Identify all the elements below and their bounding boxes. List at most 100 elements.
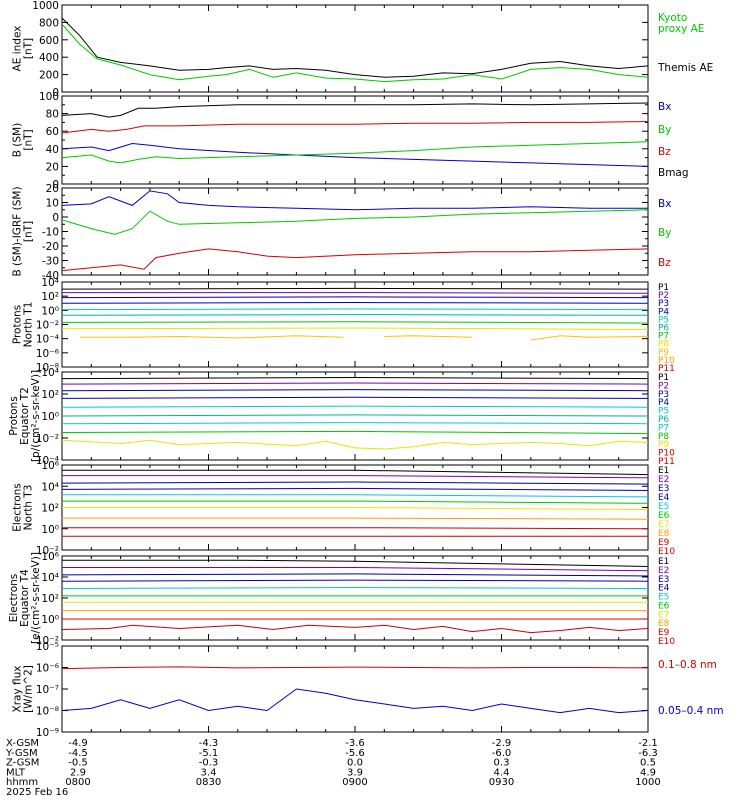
y-tick-label: 10⁻⁶: [36, 348, 59, 360]
y-tick-label: 60: [46, 126, 59, 138]
legend-label: E10: [658, 547, 675, 557]
series-line-p6: [62, 314, 648, 316]
y-axis-label: Electrons: [12, 483, 24, 532]
y-tick-label: 600: [39, 35, 59, 47]
legend-label: P5: [658, 315, 669, 325]
series-line-p7: [62, 321, 648, 324]
y-tick-label: 10⁰: [41, 614, 59, 626]
x-axis-value: 2.9: [70, 767, 86, 778]
legend-label: E2: [658, 475, 669, 485]
y-tick-label: 10⁴: [41, 277, 59, 289]
y-tick-label: 10⁻²: [36, 320, 59, 332]
series-line-p4: [62, 396, 648, 399]
panel-3: -40 -30 -20 -10 0 10 20 B (SM)-IGRF (SM) [nT] Bx B…: [12, 183, 672, 282]
x-axis-value: 1000: [635, 777, 660, 788]
y-tick-label: -30: [42, 256, 59, 268]
series-line-by: [62, 141, 648, 164]
legend-label: P1: [658, 373, 669, 383]
y-tick-label: 0: [52, 179, 59, 191]
x-axis-row-label: Z-GSM: [6, 758, 39, 769]
y-tick-label: 10⁻⁸: [36, 706, 59, 718]
legend-label: E4: [658, 493, 670, 503]
y-tick-label: 10⁻⁶: [36, 663, 59, 675]
legend-label: P9: [658, 440, 669, 450]
series-line-e7: [62, 507, 648, 511]
series-line-0-05-0-4-nm: [62, 688, 648, 714]
legend-label: E5: [658, 502, 669, 512]
legend-label: P6: [658, 324, 669, 334]
x-axis-date: 2025 Feb 16: [6, 787, 68, 798]
legend-label: P6: [658, 415, 669, 425]
y-tick-label: 10⁻²: [36, 433, 59, 445]
legend-label: E2: [658, 566, 669, 576]
x-axis-value: -6.0: [492, 748, 512, 759]
y-tick-label: 10²: [41, 503, 59, 515]
legend-label: P11: [658, 457, 675, 467]
legend-label: E9: [658, 628, 670, 638]
y-tick-label: 10⁶: [41, 551, 59, 563]
legend-label: E6: [658, 601, 670, 611]
legend-label: By: [658, 124, 671, 136]
panel-1: 0 200 400 600 800 1000 AE index [nT] Kyotoproxy …: [12, 0, 714, 99]
series-line-e8: [62, 517, 648, 520]
y-tick-label: 10⁶: [41, 460, 59, 472]
legend-label: Bmag: [658, 167, 689, 179]
legend-label: E3: [658, 575, 669, 585]
legend-label: P9: [658, 348, 669, 358]
panel-5: 10⁻⁴ 10⁻² 10⁰ 10² 10⁴ Protons Equator T2 [p/(cm…: [8, 367, 675, 467]
series-line-p4: [62, 301, 648, 304]
y-tick-label: -10: [42, 227, 59, 239]
x-axis-row-label: Y-GSM: [5, 748, 38, 759]
x-axis-row-label: hhmm: [6, 777, 38, 788]
series-line-e9: [62, 527, 648, 530]
legend-label: P8: [658, 340, 669, 350]
y-axis-label: Protons: [12, 305, 24, 344]
y-tick-label: 10⁴: [41, 481, 59, 493]
series-line-by: [62, 209, 648, 235]
legend-label: P3: [658, 390, 669, 400]
series-line-p3: [62, 389, 648, 392]
y-axis-label: B (SM)-IGRF (SM): [12, 186, 24, 276]
legend-label: P2: [658, 291, 669, 301]
x-axis-value: -2.9: [492, 738, 512, 749]
series-line-bz: [62, 121, 648, 134]
x-axis-value: -5.6: [345, 748, 365, 759]
y-tick-label: 10⁻⁹: [36, 727, 59, 739]
x-axis-value: 3.9: [347, 767, 363, 778]
y-tick-label: 10⁻⁵: [36, 641, 59, 653]
y-tick-label: 10⁰: [41, 411, 59, 423]
legend-label: Kyoto: [658, 12, 687, 24]
panel-frame: [61, 95, 649, 185]
x-axis-value: -4.9: [68, 738, 88, 749]
x-axis-value: 0800: [65, 777, 90, 788]
y-tick-label: 20: [46, 161, 59, 173]
series-line-p5: [62, 308, 648, 311]
legend-label: P11: [658, 364, 675, 374]
y-tick-label: 10⁴: [41, 572, 59, 584]
series-line-p8: [62, 327, 648, 330]
x-axis-row-label: MLT: [6, 767, 26, 778]
series-line-bx: [62, 142, 648, 167]
x-axis-value: -0.5: [68, 758, 88, 769]
y-axis-label: North T3: [23, 485, 35, 531]
legend-label: E1: [658, 466, 669, 476]
series-line-p1: [62, 287, 648, 290]
y-tick-label: 20: [46, 183, 59, 195]
legend-label: By: [658, 227, 671, 239]
series-line-e5: [62, 494, 648, 498]
series-line-bz: [62, 248, 648, 272]
legend-label: Bx: [658, 198, 671, 210]
x-axis-value: -5.1: [199, 748, 219, 759]
series-line-e4: [62, 487, 648, 491]
series-line-e3: [62, 481, 648, 485]
legend-label: proxy AE: [658, 23, 704, 35]
y-axis-label: Equator T2: [19, 387, 31, 445]
y-tick-label: 100: [39, 91, 59, 103]
x-axis-value: 0.5: [640, 758, 656, 769]
y-tick-label: -20: [42, 241, 59, 253]
x-axis-value: -0.3: [199, 758, 219, 769]
series-line-kyoto-proxy-ae: [62, 23, 648, 83]
y-tick-label: 10⁰: [41, 524, 59, 536]
legend-label: E1: [658, 557, 669, 567]
